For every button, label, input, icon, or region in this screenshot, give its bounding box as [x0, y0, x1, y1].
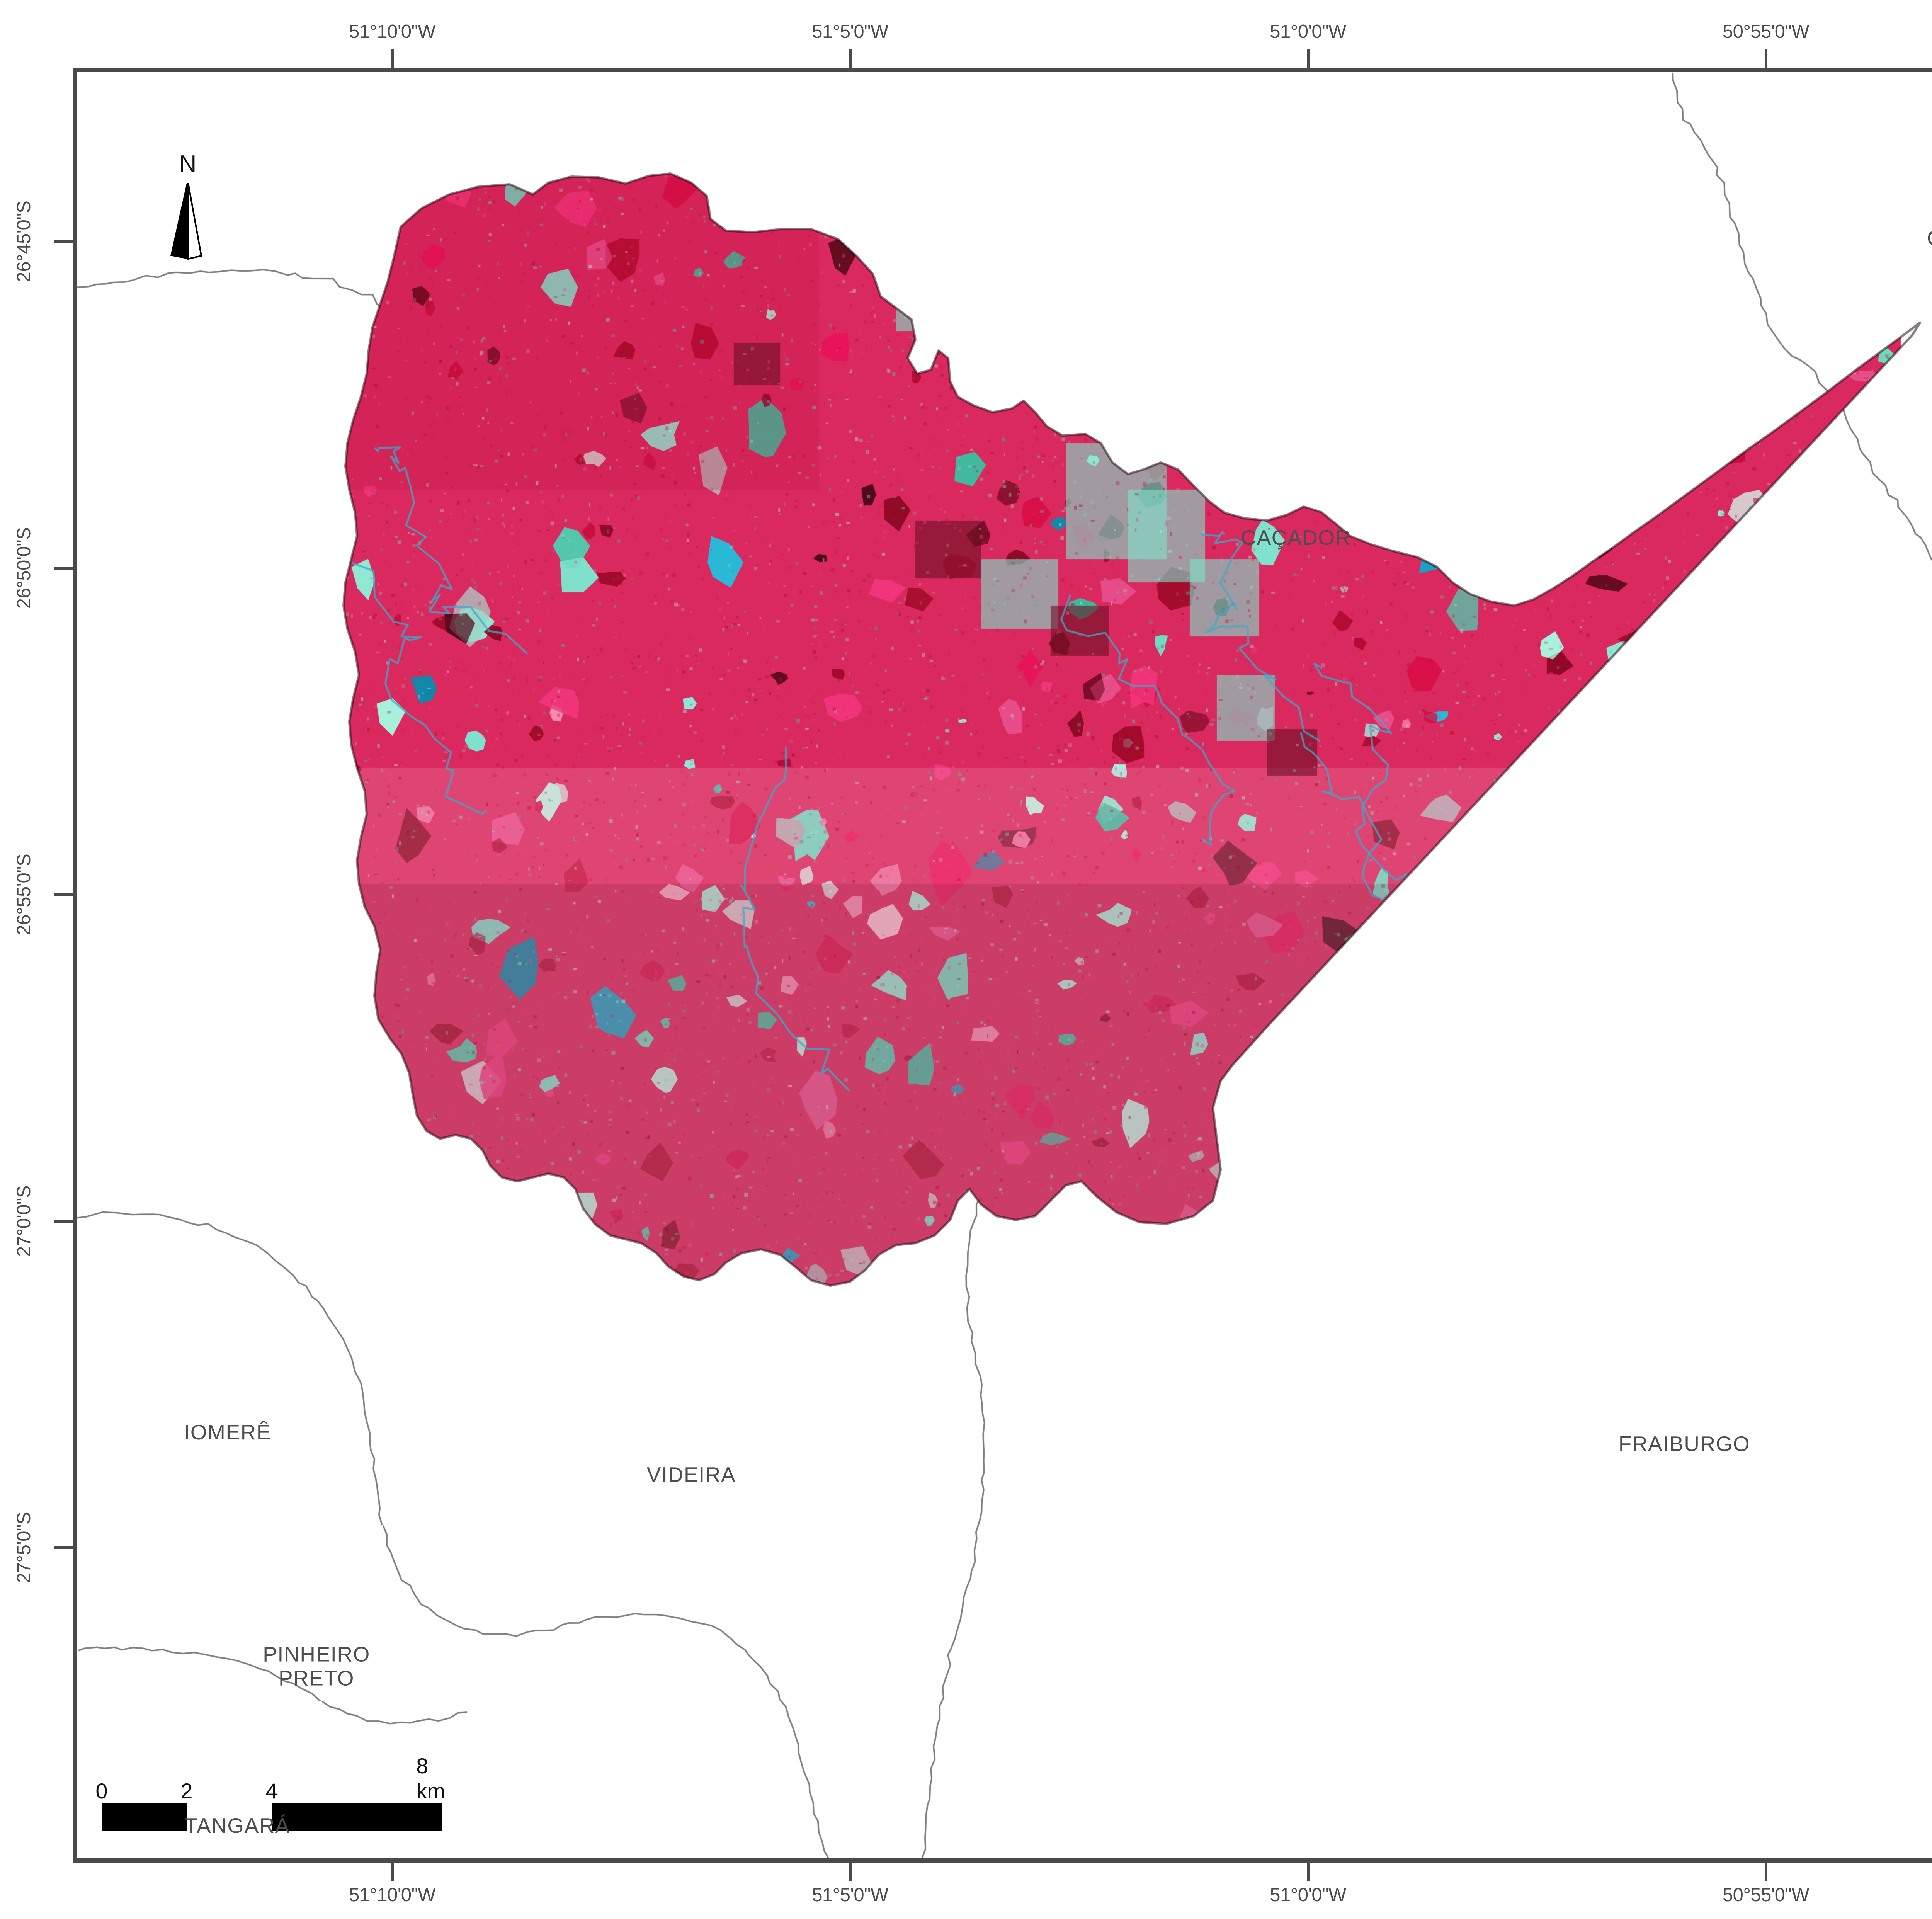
graticule-top-tick-1 — [849, 49, 852, 68]
graticule-left-label-1: 26°50'0"S — [14, 527, 34, 609]
graticule-left-label-4: 27°5'0"S — [14, 1512, 34, 1584]
scale-tick-8km: 8 km — [416, 1754, 445, 1803]
scale-tick-0: 0 — [95, 1779, 108, 1803]
graticule-top-label-2: 51°0'0"W — [1270, 21, 1346, 42]
graticule-left-label-2: 26°55'0"S — [14, 854, 34, 936]
graticule-top-label-0: 51°10'0"W — [349, 21, 436, 42]
graticule-left-tick-1 — [54, 567, 73, 570]
graticule-bottom-tick-0 — [391, 1863, 394, 1881]
graticule-top-tick-3 — [1765, 49, 1767, 68]
scale-bar-graphic — [102, 1803, 442, 1831]
graticule-bottom-label-0: 51°10'0"W — [349, 1885, 436, 1905]
place-label-fraiburgo: FRAIBURGO — [1618, 1432, 1750, 1456]
graticule-bottom-tick-2 — [1307, 1863, 1310, 1881]
place-label-calmon: CALMON — [1927, 226, 1932, 250]
graticule-bottom-label-2: 51°0'0"W — [1270, 1885, 1346, 1905]
graticule-left-tick-2 — [54, 893, 73, 896]
graticule-bottom-tick-3 — [1765, 1863, 1767, 1881]
graticule-top-label-3: 50°55'0"W — [1722, 21, 1810, 42]
map-data-frame[interactable]: N 0 2 4 8 km — [73, 68, 1932, 1863]
north-arrow-label: N — [179, 151, 197, 177]
graticule-left-tick-3 — [54, 1220, 73, 1223]
place-label-tangará: TANGARÁ — [184, 1814, 290, 1838]
graticule-bottom-label-1: 51°5'0"W — [812, 1885, 888, 1905]
graticule-top-label-1: 51°5'0"W — [812, 21, 888, 42]
map-canvas — [77, 72, 1932, 1858]
scale-bar: 0 2 4 8 km — [95, 1754, 445, 1831]
place-label-iomerê: IOMERÊ — [184, 1420, 271, 1444]
graticule-left-label-3: 27°0'0"S — [14, 1185, 34, 1257]
place-label-videira: VIDEIRA — [646, 1463, 736, 1487]
place-label-pinheiro-preto: PINHEIRO PRETO — [263, 1642, 370, 1690]
graticule-left-tick-4 — [54, 1546, 73, 1549]
north-arrow-icon: N — [163, 151, 213, 260]
graticule-top-tick-2 — [1307, 49, 1310, 68]
scale-tick-2: 2 — [180, 1779, 193, 1803]
graticule-left-tick-0 — [54, 240, 73, 243]
graticule-left-label-0: 26°45'0"S — [14, 201, 34, 282]
scale-bar-labels: 0 2 4 8 km — [95, 1754, 445, 1803]
scale-tick-4: 4 — [265, 1779, 278, 1803]
graticule-top-tick-0 — [391, 49, 394, 68]
graticule-bottom-tick-1 — [849, 1863, 852, 1881]
graticule-bottom-label-3: 50°55'0"W — [1722, 1885, 1810, 1905]
place-label-caçador: CAÇADOR — [1241, 526, 1351, 550]
